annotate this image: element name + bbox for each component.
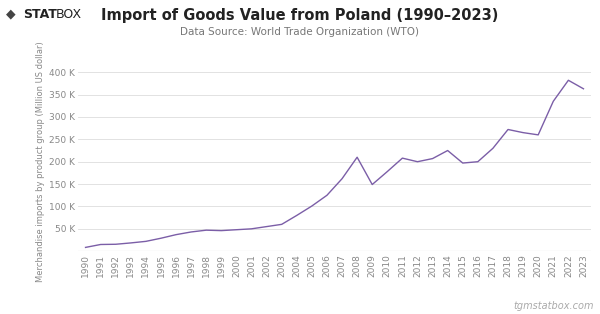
Text: Data Source: World Trade Organization (WTO): Data Source: World Trade Organization (W… — [181, 27, 419, 37]
Text: BOX: BOX — [56, 8, 82, 21]
Y-axis label: Merchandise imports by product group (Million US dollar): Merchandise imports by product group (Mi… — [36, 41, 45, 282]
Text: tgmstatbox.com: tgmstatbox.com — [514, 301, 594, 311]
Text: STAT: STAT — [23, 8, 56, 21]
Text: Import of Goods Value from Poland (1990–2023): Import of Goods Value from Poland (1990–… — [101, 8, 499, 23]
Text: ◆: ◆ — [6, 8, 20, 21]
